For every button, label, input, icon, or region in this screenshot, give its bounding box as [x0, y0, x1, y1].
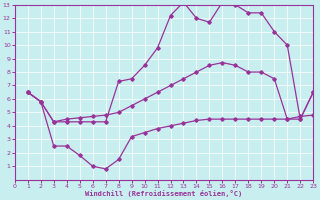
X-axis label: Windchill (Refroidissement éolien,°C): Windchill (Refroidissement éolien,°C)	[85, 190, 243, 197]
